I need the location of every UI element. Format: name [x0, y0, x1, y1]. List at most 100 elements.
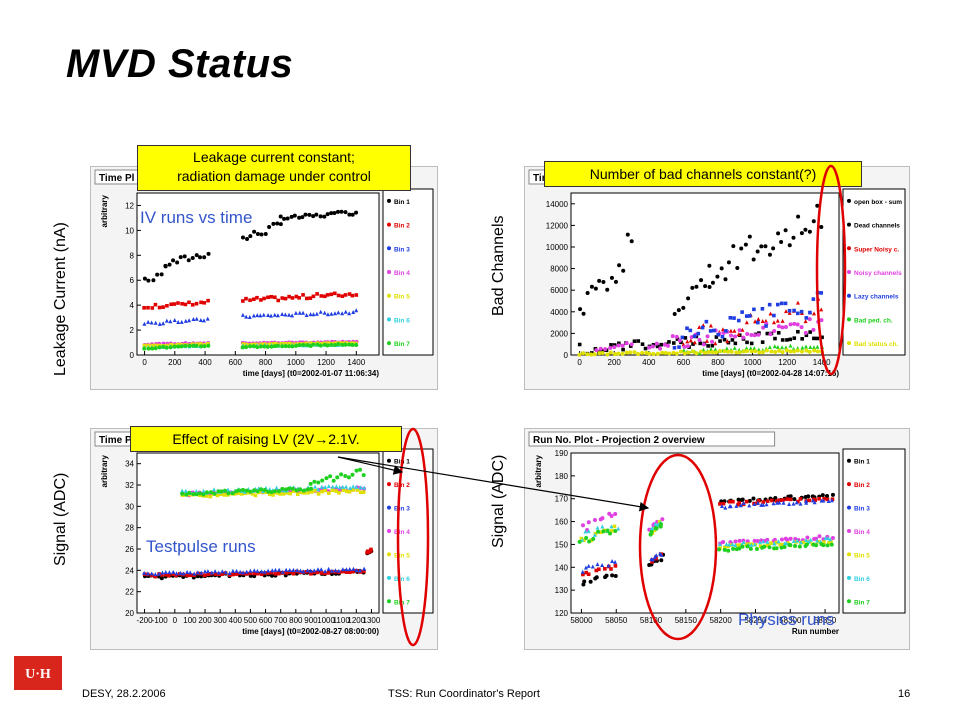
data-point	[142, 570, 147, 575]
data-point	[710, 339, 715, 344]
data-point	[255, 313, 260, 318]
legend-marker	[387, 293, 391, 298]
data-point	[752, 333, 757, 338]
data-point	[580, 569, 585, 574]
data-point	[765, 539, 770, 544]
data-point	[728, 328, 733, 333]
data-point	[756, 317, 761, 322]
data-point	[153, 302, 158, 307]
data-point	[354, 308, 359, 313]
data-point	[589, 538, 593, 543]
data-point	[252, 229, 257, 234]
legend-label: Bin 6	[394, 576, 410, 583]
y-axis-label: arbitrary	[100, 454, 109, 487]
data-point	[323, 484, 328, 489]
data-point	[681, 348, 686, 353]
data-point	[767, 252, 772, 257]
data-point	[597, 567, 601, 572]
data-point	[351, 569, 355, 574]
physics-ylabel: Signal (ADC)	[490, 454, 507, 548]
data-point	[733, 334, 738, 339]
data-point	[276, 489, 281, 494]
data-point	[165, 303, 169, 308]
series-6	[577, 522, 834, 553]
data-point	[335, 209, 340, 214]
data-point	[287, 312, 292, 317]
data-point	[610, 573, 615, 578]
data-point	[292, 213, 297, 218]
data-point	[280, 312, 285, 317]
data-point	[806, 494, 811, 499]
data-point	[686, 296, 691, 301]
data-point	[208, 494, 213, 499]
legend-marker	[387, 529, 391, 533]
x-tick-label: 58300	[779, 616, 802, 625]
data-point	[767, 345, 772, 350]
data-point	[737, 501, 741, 505]
y-tick-label: 24	[125, 566, 134, 575]
data-point	[234, 572, 239, 576]
data-point	[787, 308, 792, 313]
data-point	[242, 489, 247, 494]
data-point	[603, 567, 607, 571]
uhh-logo-icon: U·H	[14, 656, 62, 690]
data-point	[577, 539, 582, 544]
data-point	[168, 319, 173, 324]
data-point	[761, 500, 766, 504]
data-point	[255, 345, 260, 350]
data-point	[765, 499, 770, 503]
data-point	[788, 337, 793, 342]
data-point	[318, 309, 323, 314]
data-point	[812, 348, 817, 353]
data-point	[304, 296, 309, 301]
data-point	[830, 536, 835, 541]
data-point	[195, 570, 200, 575]
data-point	[236, 491, 241, 496]
data-point	[298, 568, 303, 573]
data-point	[332, 311, 337, 316]
data-point	[213, 569, 218, 574]
data-point	[354, 293, 359, 297]
x-tick-label: 1200	[778, 358, 796, 367]
data-point	[723, 545, 727, 550]
data-point	[150, 346, 155, 351]
data-point	[159, 272, 164, 277]
data-point	[592, 532, 597, 537]
data-point	[316, 492, 321, 496]
data-point	[773, 349, 778, 354]
plot-frame	[570, 192, 840, 356]
data-point	[194, 253, 199, 258]
data-point	[220, 569, 225, 574]
data-point	[582, 579, 587, 584]
data-point	[600, 516, 605, 521]
data-point	[753, 349, 758, 354]
legend-marker	[387, 317, 391, 322]
data-point	[241, 487, 246, 492]
data-point	[612, 345, 617, 350]
data-point	[205, 316, 210, 321]
data-point	[220, 572, 224, 577]
data-point	[686, 350, 691, 355]
legend-label: Bin 1	[394, 459, 410, 466]
data-point	[176, 344, 181, 349]
data-point	[315, 342, 320, 347]
x-tick-label: 500	[244, 616, 258, 625]
data-point	[259, 232, 264, 237]
series-3	[594, 317, 824, 353]
data-point	[761, 325, 766, 330]
data-point	[617, 341, 621, 346]
data-point	[731, 499, 735, 504]
data-point	[361, 473, 366, 478]
data-point	[714, 350, 719, 355]
data-point	[169, 302, 173, 307]
data-point	[325, 312, 330, 317]
data-point	[202, 569, 207, 574]
data-point	[284, 487, 289, 492]
leakage-chart: Time Pl 0 2 4 6 8 10 12 0 200 400 600 800 1000 1200 140…	[94, 169, 434, 378]
legend-label: Bin 4	[854, 529, 870, 536]
data-point	[194, 488, 199, 493]
data-point	[651, 351, 656, 356]
data-point	[205, 569, 210, 574]
data-point	[804, 542, 809, 547]
data-point	[792, 321, 797, 326]
